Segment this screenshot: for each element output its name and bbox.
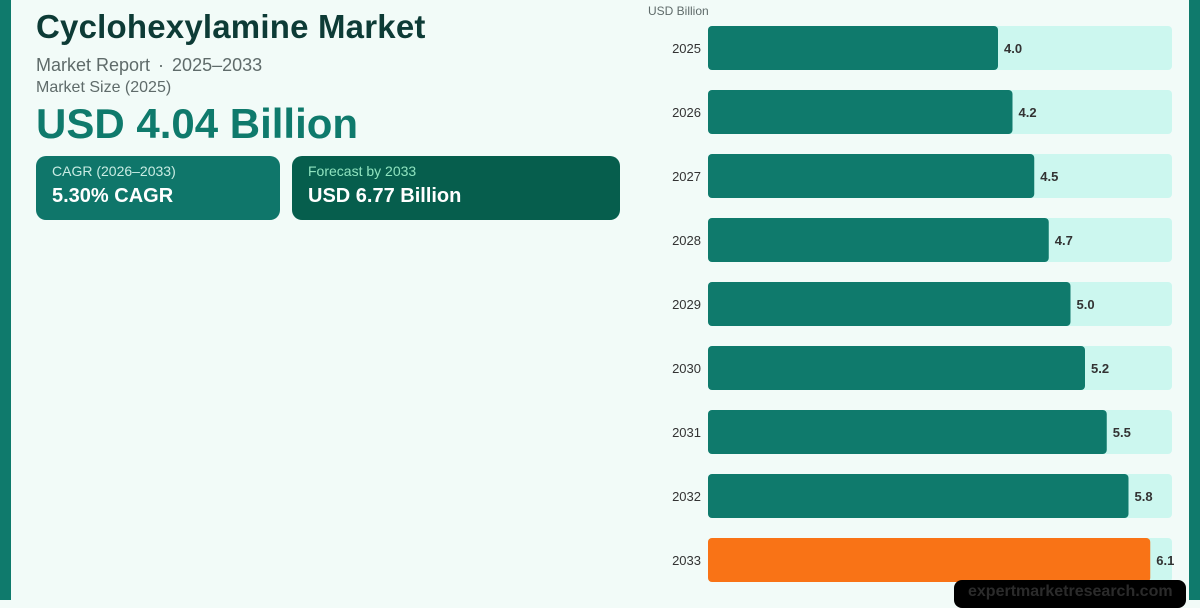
forecast-label: Forecast by 2033 <box>308 163 417 179</box>
year-label-2030: 2030 <box>672 361 701 376</box>
page-title: Cyclohexylamine Market <box>36 8 426 45</box>
value-label-2030: 5.2 <box>1091 361 1109 376</box>
left-frame-border <box>0 0 11 600</box>
forecast-value: USD 6.77 Billion <box>308 185 462 207</box>
bar-2033 <box>708 538 1151 582</box>
market-size-value: USD 4.04 Billion <box>36 100 359 147</box>
report-period: 2025–2033 <box>172 55 263 75</box>
bar-group: 2025 4.0 2026 4.2 2027 4.5 2028 4.7 2029 5.0 2030 5… <box>672 26 1174 582</box>
chart-unit-label: USD Billion <box>648 4 709 18</box>
value-label-2031: 5.5 <box>1113 425 1131 440</box>
year-label-2026: 2026 <box>672 105 701 120</box>
year-label-2028: 2028 <box>672 233 701 248</box>
report-subtitle: Market Report · 2025–2033 <box>36 55 262 76</box>
market-size-label: Market Size (2025) <box>36 79 172 96</box>
bar-2029 <box>708 282 1071 326</box>
right-frame-border <box>1189 0 1200 600</box>
year-label-2033: 2033 <box>672 553 701 568</box>
cagr-label: CAGR (2026–2033) <box>52 163 176 179</box>
subtitle-separator: · <box>158 55 165 75</box>
bar-2025 <box>708 26 998 70</box>
value-label-2033: 6.1 <box>1156 553 1174 568</box>
report-label: Market Report <box>36 55 151 75</box>
bar-2028 <box>708 218 1049 262</box>
bar-2027 <box>708 154 1035 198</box>
year-label-2027: 2027 <box>672 169 701 184</box>
watermark: expertmarketresearch.com <box>954 580 1186 608</box>
value-label-2025: 4.0 <box>1004 41 1022 56</box>
year-label-2029: 2029 <box>672 297 701 312</box>
value-label-2028: 4.7 <box>1055 233 1073 248</box>
year-label-2025: 2025 <box>672 41 701 56</box>
value-label-2029: 5.0 <box>1077 297 1095 312</box>
cagr-card: CAGR (2026–2033) 5.30% CAGR <box>36 156 280 220</box>
forecast-card: Forecast by 2033 USD 6.77 Billion <box>292 156 620 220</box>
bar-2032 <box>708 474 1129 518</box>
value-label-2032: 5.8 <box>1135 489 1153 504</box>
bar-2026 <box>708 90 1013 134</box>
cagr-value: 5.30% CAGR <box>52 185 174 207</box>
value-label-2027: 4.5 <box>1040 169 1058 184</box>
bar-2031 <box>708 410 1107 454</box>
bar-2030 <box>708 346 1085 390</box>
year-label-2031: 2031 <box>672 425 701 440</box>
year-label-2032: 2032 <box>672 489 701 504</box>
value-label-2026: 4.2 <box>1019 105 1037 120</box>
